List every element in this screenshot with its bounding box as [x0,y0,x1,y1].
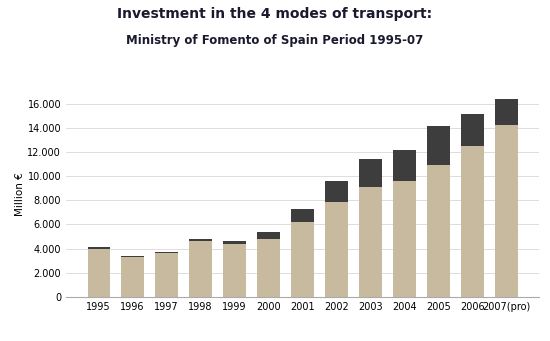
Y-axis label: Million €: Million € [15,173,25,216]
Bar [427,165,449,297]
Bar [190,241,212,297]
Bar [461,114,483,146]
Text: Ministry of Fomento of Spain Period 1995-07: Ministry of Fomento of Spain Period 1995… [126,34,424,47]
Bar [122,257,144,297]
Bar [223,244,245,297]
Bar [292,222,313,297]
Bar [393,181,415,297]
Bar [292,209,313,222]
Bar [156,253,178,297]
Bar [326,180,348,202]
Bar [87,249,109,297]
Bar [257,232,279,239]
Bar [360,187,382,297]
Bar [190,239,212,241]
Text: Investment in the 4 modes of transport:: Investment in the 4 modes of transport: [118,7,432,21]
Bar [87,247,109,249]
Bar [496,99,518,124]
Bar [427,127,449,165]
Bar [257,239,279,297]
Bar [223,241,245,244]
Bar [122,256,144,257]
Bar [326,202,348,297]
Bar [360,160,382,187]
Bar [496,124,518,297]
Bar [461,146,483,297]
Bar [393,150,415,181]
Bar [156,252,178,253]
